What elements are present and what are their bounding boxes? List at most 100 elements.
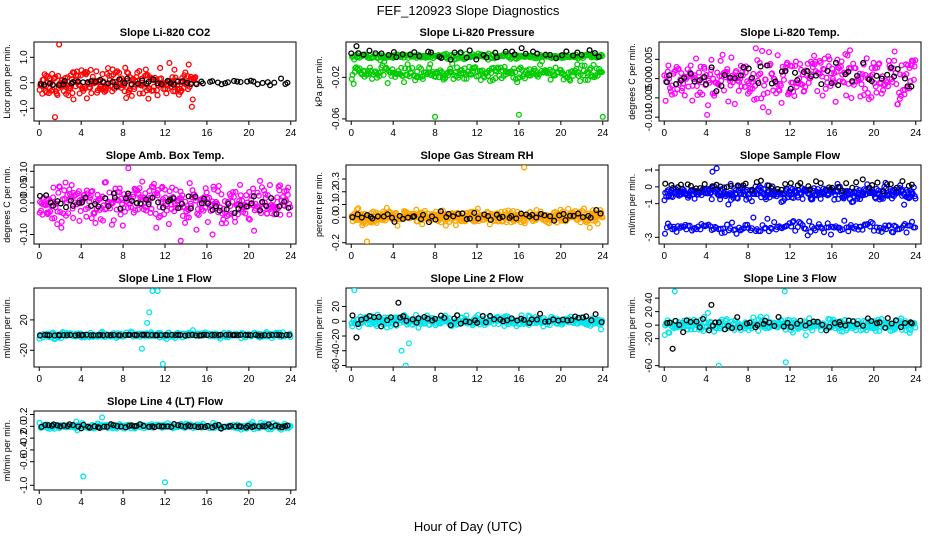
data-point — [192, 74, 199, 81]
data-point — [511, 51, 518, 58]
data-point — [447, 322, 454, 329]
x-tick-label: 24 — [597, 251, 609, 262]
data-point — [432, 315, 439, 322]
x-tick-label: 0 — [36, 251, 42, 262]
y-tick-label: 40 — [644, 292, 655, 304]
data-point — [802, 332, 809, 339]
data-point — [50, 184, 57, 191]
data-point — [116, 69, 123, 76]
series-hourly — [349, 206, 604, 226]
data-point — [696, 324, 703, 331]
data-point — [872, 83, 879, 90]
data-point — [882, 179, 889, 186]
data-point — [757, 70, 764, 77]
data-point — [764, 89, 771, 96]
data-point — [782, 181, 789, 188]
data-point — [231, 218, 239, 225]
data-point — [185, 193, 192, 200]
data-point — [896, 95, 903, 102]
data-point — [859, 226, 866, 233]
data-point — [393, 71, 400, 78]
data-point — [428, 213, 435, 220]
data-point — [194, 206, 202, 213]
series-hourly — [664, 313, 915, 336]
x-tick-label: 8 — [120, 251, 126, 262]
points — [348, 288, 606, 367]
data-point — [192, 332, 199, 339]
y-tick-label: 0.0 — [19, 75, 30, 89]
data-point — [50, 194, 57, 201]
data-point — [514, 79, 521, 86]
data-point — [145, 78, 152, 85]
x-tick-label: 8 — [745, 251, 751, 262]
data-point — [192, 193, 199, 200]
data-point — [592, 72, 599, 79]
x-tick-label: 24 — [285, 374, 297, 385]
data-point — [662, 180, 669, 187]
data-point — [814, 318, 821, 325]
data-point — [228, 210, 235, 217]
data-point — [450, 213, 457, 220]
data-point — [55, 72, 62, 80]
data-point — [122, 424, 129, 431]
x-tick-label: 16 — [826, 128, 838, 139]
data-point — [541, 212, 548, 219]
data-point — [520, 316, 527, 323]
data-point — [416, 52, 423, 60]
data-point — [810, 318, 817, 325]
data-point — [687, 70, 694, 77]
data-point — [263, 202, 270, 209]
outlier-point — [149, 288, 156, 295]
y-tick-label: -1.0 — [19, 99, 30, 117]
data-point — [817, 59, 824, 66]
data-point — [688, 326, 695, 333]
data-point — [579, 314, 587, 321]
outlier-point — [405, 340, 412, 347]
figure-title: FEF_120923 Slope Diagnostics — [377, 3, 560, 18]
data-point — [588, 317, 595, 324]
outlier-point — [398, 347, 405, 354]
data-point — [828, 80, 835, 87]
data-point — [60, 81, 67, 88]
data-point — [474, 205, 481, 212]
data-point — [787, 85, 794, 92]
data-point — [88, 90, 95, 97]
data-point — [251, 227, 258, 234]
data-point — [537, 310, 544, 317]
data-point — [60, 422, 67, 429]
data-point — [134, 206, 141, 213]
data-point — [454, 64, 461, 71]
data-point — [204, 200, 212, 207]
data-point — [740, 64, 747, 71]
data-point — [750, 214, 757, 221]
data-point — [706, 79, 713, 86]
data-point — [807, 229, 814, 236]
data-point — [274, 194, 281, 201]
data-point — [284, 422, 291, 429]
data-point — [663, 224, 670, 231]
data-point — [708, 66, 715, 73]
data-point — [212, 203, 220, 210]
data-point — [546, 51, 554, 58]
data-point — [826, 323, 833, 330]
points — [348, 165, 606, 244]
data-point — [676, 321, 683, 328]
data-point — [275, 183, 282, 190]
data-point — [697, 226, 704, 233]
data-point — [195, 211, 202, 218]
data-point — [687, 182, 694, 189]
data-point — [373, 219, 380, 226]
data-point — [259, 79, 266, 87]
data-point — [175, 422, 182, 429]
data-point — [869, 182, 876, 189]
y-tick-label: 20 — [331, 300, 342, 312]
data-point — [599, 52, 606, 60]
data-point — [794, 224, 801, 231]
data-point — [843, 180, 850, 187]
data-point — [756, 59, 763, 66]
x-tick-label: 4 — [703, 128, 709, 139]
data-point — [378, 323, 385, 330]
data-point — [237, 181, 244, 188]
data-point — [749, 186, 756, 193]
data-point — [678, 70, 685, 77]
